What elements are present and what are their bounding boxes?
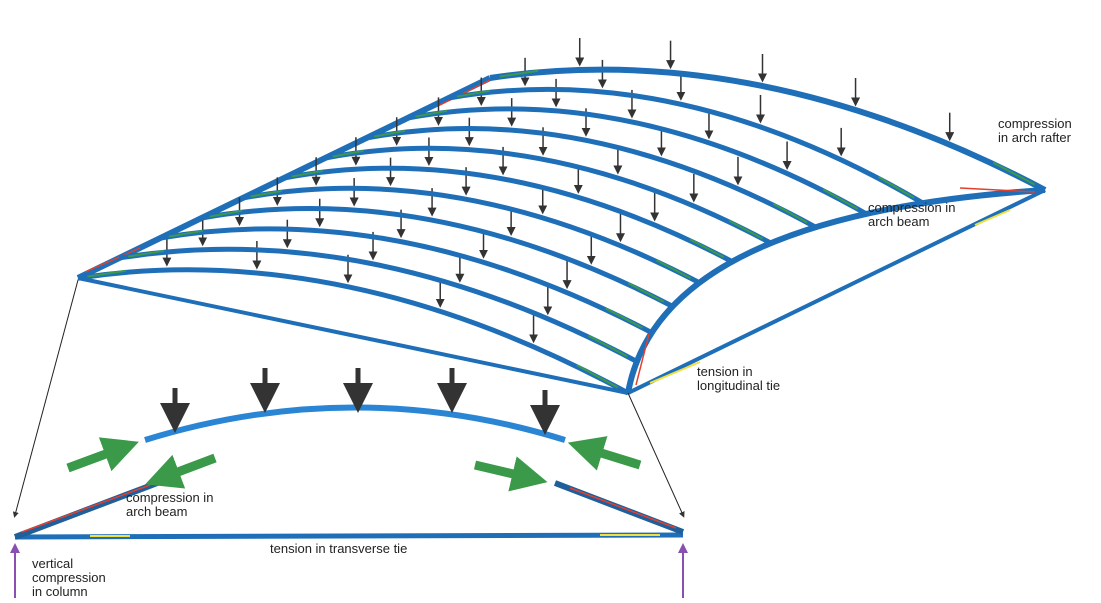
arch-rafter <box>407 106 868 217</box>
thrust <box>689 238 725 259</box>
thrust-arrows <box>66 436 642 492</box>
thrust <box>728 219 763 240</box>
label: compression in <box>126 490 213 505</box>
thrust <box>627 282 665 303</box>
label: in column <box>32 584 88 599</box>
thrust <box>588 334 628 358</box>
arch-section <box>10 279 688 598</box>
thrust <box>291 169 323 178</box>
beam-force <box>959 187 1036 193</box>
arch-rafter <box>365 126 817 230</box>
beam-force <box>21 484 151 533</box>
label: in arch rafter <box>998 130 1072 145</box>
arch-rafter <box>201 206 674 309</box>
arch-rafter <box>283 165 734 264</box>
thrust <box>250 189 283 198</box>
thrust <box>878 176 915 199</box>
label: longitudinal tie <box>697 378 780 393</box>
thrust <box>332 149 364 158</box>
label: arch beam <box>126 504 187 519</box>
thrust <box>822 188 859 210</box>
reaction-arrows <box>10 543 688 598</box>
thrust <box>456 89 490 98</box>
arch-rafter <box>77 267 630 396</box>
thrust <box>605 307 643 329</box>
load-arrows <box>160 368 560 435</box>
roof <box>76 38 1047 396</box>
thrust <box>209 209 243 218</box>
arch-beam <box>625 187 1046 394</box>
arch-rafter <box>489 66 1047 193</box>
thrust <box>127 249 165 258</box>
arch-rafter <box>159 226 653 335</box>
label: vertical <box>32 556 73 571</box>
thrust <box>772 203 808 224</box>
label: tension in transverse tie <box>270 541 407 556</box>
leader-line <box>627 392 685 518</box>
beam-force <box>84 247 141 273</box>
arch-rafter <box>448 86 925 206</box>
tie-highlight <box>974 209 1011 226</box>
thrust <box>373 129 406 138</box>
tie-highlight <box>649 361 701 384</box>
arch-rafter <box>242 185 701 285</box>
label: arch beam <box>868 214 929 229</box>
thrust <box>87 269 126 278</box>
thrust <box>415 109 448 118</box>
label: compression <box>32 570 106 585</box>
thrust <box>168 229 203 238</box>
label: tension in <box>697 364 753 379</box>
thrust <box>576 364 619 389</box>
thrust <box>499 69 539 78</box>
leader-line <box>12 279 79 518</box>
arch-beam <box>13 479 162 540</box>
beam-force <box>569 487 677 529</box>
label: compression <box>998 116 1072 131</box>
arch-rafter <box>144 404 566 443</box>
beam-force <box>635 329 651 386</box>
arch-rafter <box>324 145 773 246</box>
thrust <box>656 259 692 280</box>
arch-rafter <box>118 246 639 364</box>
thrust <box>992 161 1036 186</box>
longitudinal-tie <box>77 276 629 395</box>
label: compression in <box>868 200 955 215</box>
